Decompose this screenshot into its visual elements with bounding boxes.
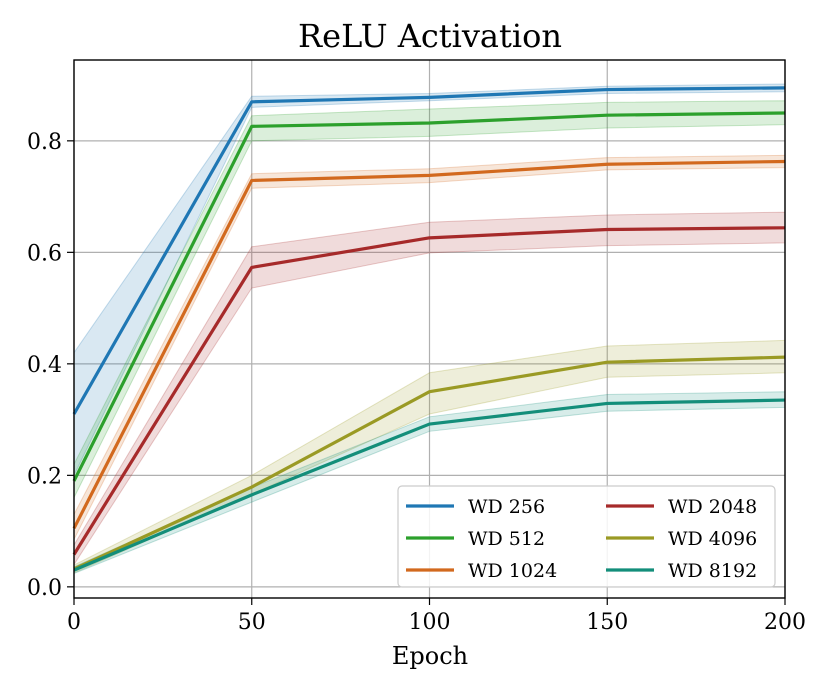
legend-label: WD 8192 <box>668 560 757 582</box>
series-line-wd-2048 <box>72 226 786 556</box>
x-tick-label: 50 <box>238 610 266 635</box>
x-tick-label: 100 <box>409 610 451 635</box>
legend: WD 256 WD 512 WD 1024 WD 2048 WD 4096 WD 8192 <box>397 485 776 588</box>
series-line-wd-512 <box>72 111 786 482</box>
x-axis-label: Epoch <box>392 642 468 670</box>
x-tick-label: 150 <box>586 610 628 635</box>
y-tick-label: 0.8 <box>27 130 62 155</box>
y-tick-label: 0.6 <box>27 241 62 266</box>
x-tick-label: 0 <box>67 610 81 635</box>
y-tick-label: 0.0 <box>27 576 62 601</box>
x-tick-label: 200 <box>764 610 806 635</box>
series-line-wd-4096 <box>73 355 786 571</box>
series-line-layer <box>72 86 786 572</box>
legend-label: WD 4096 <box>668 528 757 550</box>
legend-label: WD 1024 <box>468 560 557 582</box>
y-tick-label: 0.4 <box>27 353 62 378</box>
legend-label: WD 2048 <box>668 496 757 518</box>
legend-label: WD 256 <box>468 496 545 518</box>
series-line-wd-8192 <box>73 398 786 572</box>
y-tick-label: 0.2 <box>27 464 62 489</box>
legend-box <box>397 485 776 588</box>
tick-layer: 0 50 100 150 200 0.0 0.2 0.4 0.6 0.8 <box>27 130 806 635</box>
chart-title: ReLU Activation <box>298 17 562 55</box>
series-line-wd-256 <box>72 86 786 415</box>
series-line-wd-1024 <box>72 159 786 530</box>
legend-label: WD 512 <box>468 528 545 550</box>
